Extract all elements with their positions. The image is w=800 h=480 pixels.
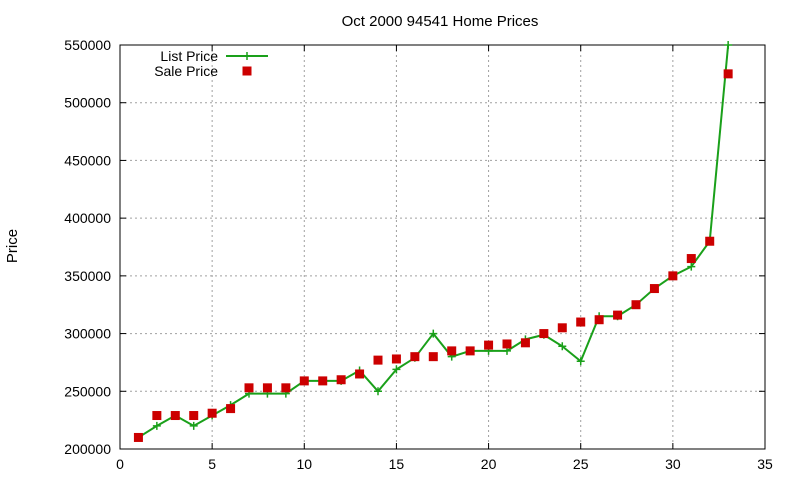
sale-price-point: [428, 352, 438, 362]
x-tick-label: 15: [389, 456, 405, 472]
sale-price-point: [484, 340, 494, 350]
x-tick-label: 5: [208, 456, 216, 472]
list-price-point: [392, 365, 401, 374]
sale-price-point: [613, 310, 623, 320]
list-price-point: [374, 387, 382, 396]
sale-price-point: [686, 254, 696, 264]
list-price-point: [152, 421, 161, 430]
y-tick-label: 400000: [64, 210, 111, 226]
list-price-point: [429, 329, 438, 338]
y-tick-label: 350000: [64, 268, 111, 284]
sale-price-point: [631, 300, 641, 310]
list-price-point: [576, 357, 585, 366]
y-tick-label: 500000: [64, 95, 111, 111]
x-tick-label: 30: [665, 456, 681, 472]
sale-price-point: [576, 317, 586, 327]
sale-price-point: [465, 346, 475, 356]
legend-swatch-marker: [243, 52, 251, 60]
y-tick-label: 300000: [64, 326, 111, 342]
sale-price-point: [152, 411, 162, 421]
sale-price-point: [649, 284, 659, 294]
sale-price-point: [281, 383, 291, 393]
x-tick-label: 0: [116, 456, 124, 472]
y-tick-label: 450000: [64, 152, 111, 168]
list-price-point: [189, 421, 198, 430]
y-tick-label: 550000: [64, 37, 111, 53]
legend-label: List Price: [160, 48, 218, 64]
list-price-point: [558, 342, 567, 351]
x-tick-label: 35: [757, 456, 773, 472]
sale-price-point: [355, 369, 365, 379]
plot-frame: [119, 44, 766, 450]
sale-price-point: [410, 352, 420, 362]
list-price-point: [724, 41, 733, 49]
sale-price-point: [170, 411, 180, 421]
grid-lines: [120, 45, 765, 449]
sale-price-point: [557, 323, 567, 333]
chart-title: Oct 2000 94541 Home Prices: [342, 13, 539, 30]
y-axis-label: Price: [4, 229, 21, 263]
series-line-list-price: [137, 44, 730, 439]
x-tick-label: 10: [296, 456, 312, 472]
sale-price-point: [668, 271, 678, 281]
sale-price-point: [226, 404, 236, 414]
sale-price-point: [502, 339, 512, 349]
sale-price-point: [244, 383, 254, 393]
sale-price-point: [336, 375, 346, 385]
legend-label: Sale Price: [154, 63, 218, 79]
sale-price-point: [299, 376, 309, 386]
sale-price-point: [207, 408, 217, 418]
sale-price-point: [705, 236, 715, 246]
sale-price-point: [520, 338, 530, 348]
series-group: [133, 41, 733, 442]
sale-price-point: [262, 383, 272, 393]
legend-swatch-marker: [242, 66, 252, 76]
x-tick-label: 20: [481, 456, 497, 472]
sale-price-point: [318, 376, 328, 386]
sale-price-point: [373, 355, 383, 365]
sale-price-point: [189, 411, 199, 421]
sale-price-point: [447, 346, 457, 356]
sale-price-point: [391, 354, 401, 364]
list-price-point: [687, 262, 696, 271]
y-tick-label: 250000: [64, 383, 111, 399]
sale-price-point: [723, 69, 733, 79]
sale-price-point: [539, 329, 549, 339]
axis-ticks: 0 5 10 15 20 25 30 35 200000 250000 300000 350000 40…: [64, 37, 773, 472]
x-tick-label: 25: [573, 456, 589, 472]
sale-price-point: [133, 432, 143, 442]
sale-price-point: [594, 315, 604, 325]
y-tick-label: 200000: [64, 441, 111, 457]
